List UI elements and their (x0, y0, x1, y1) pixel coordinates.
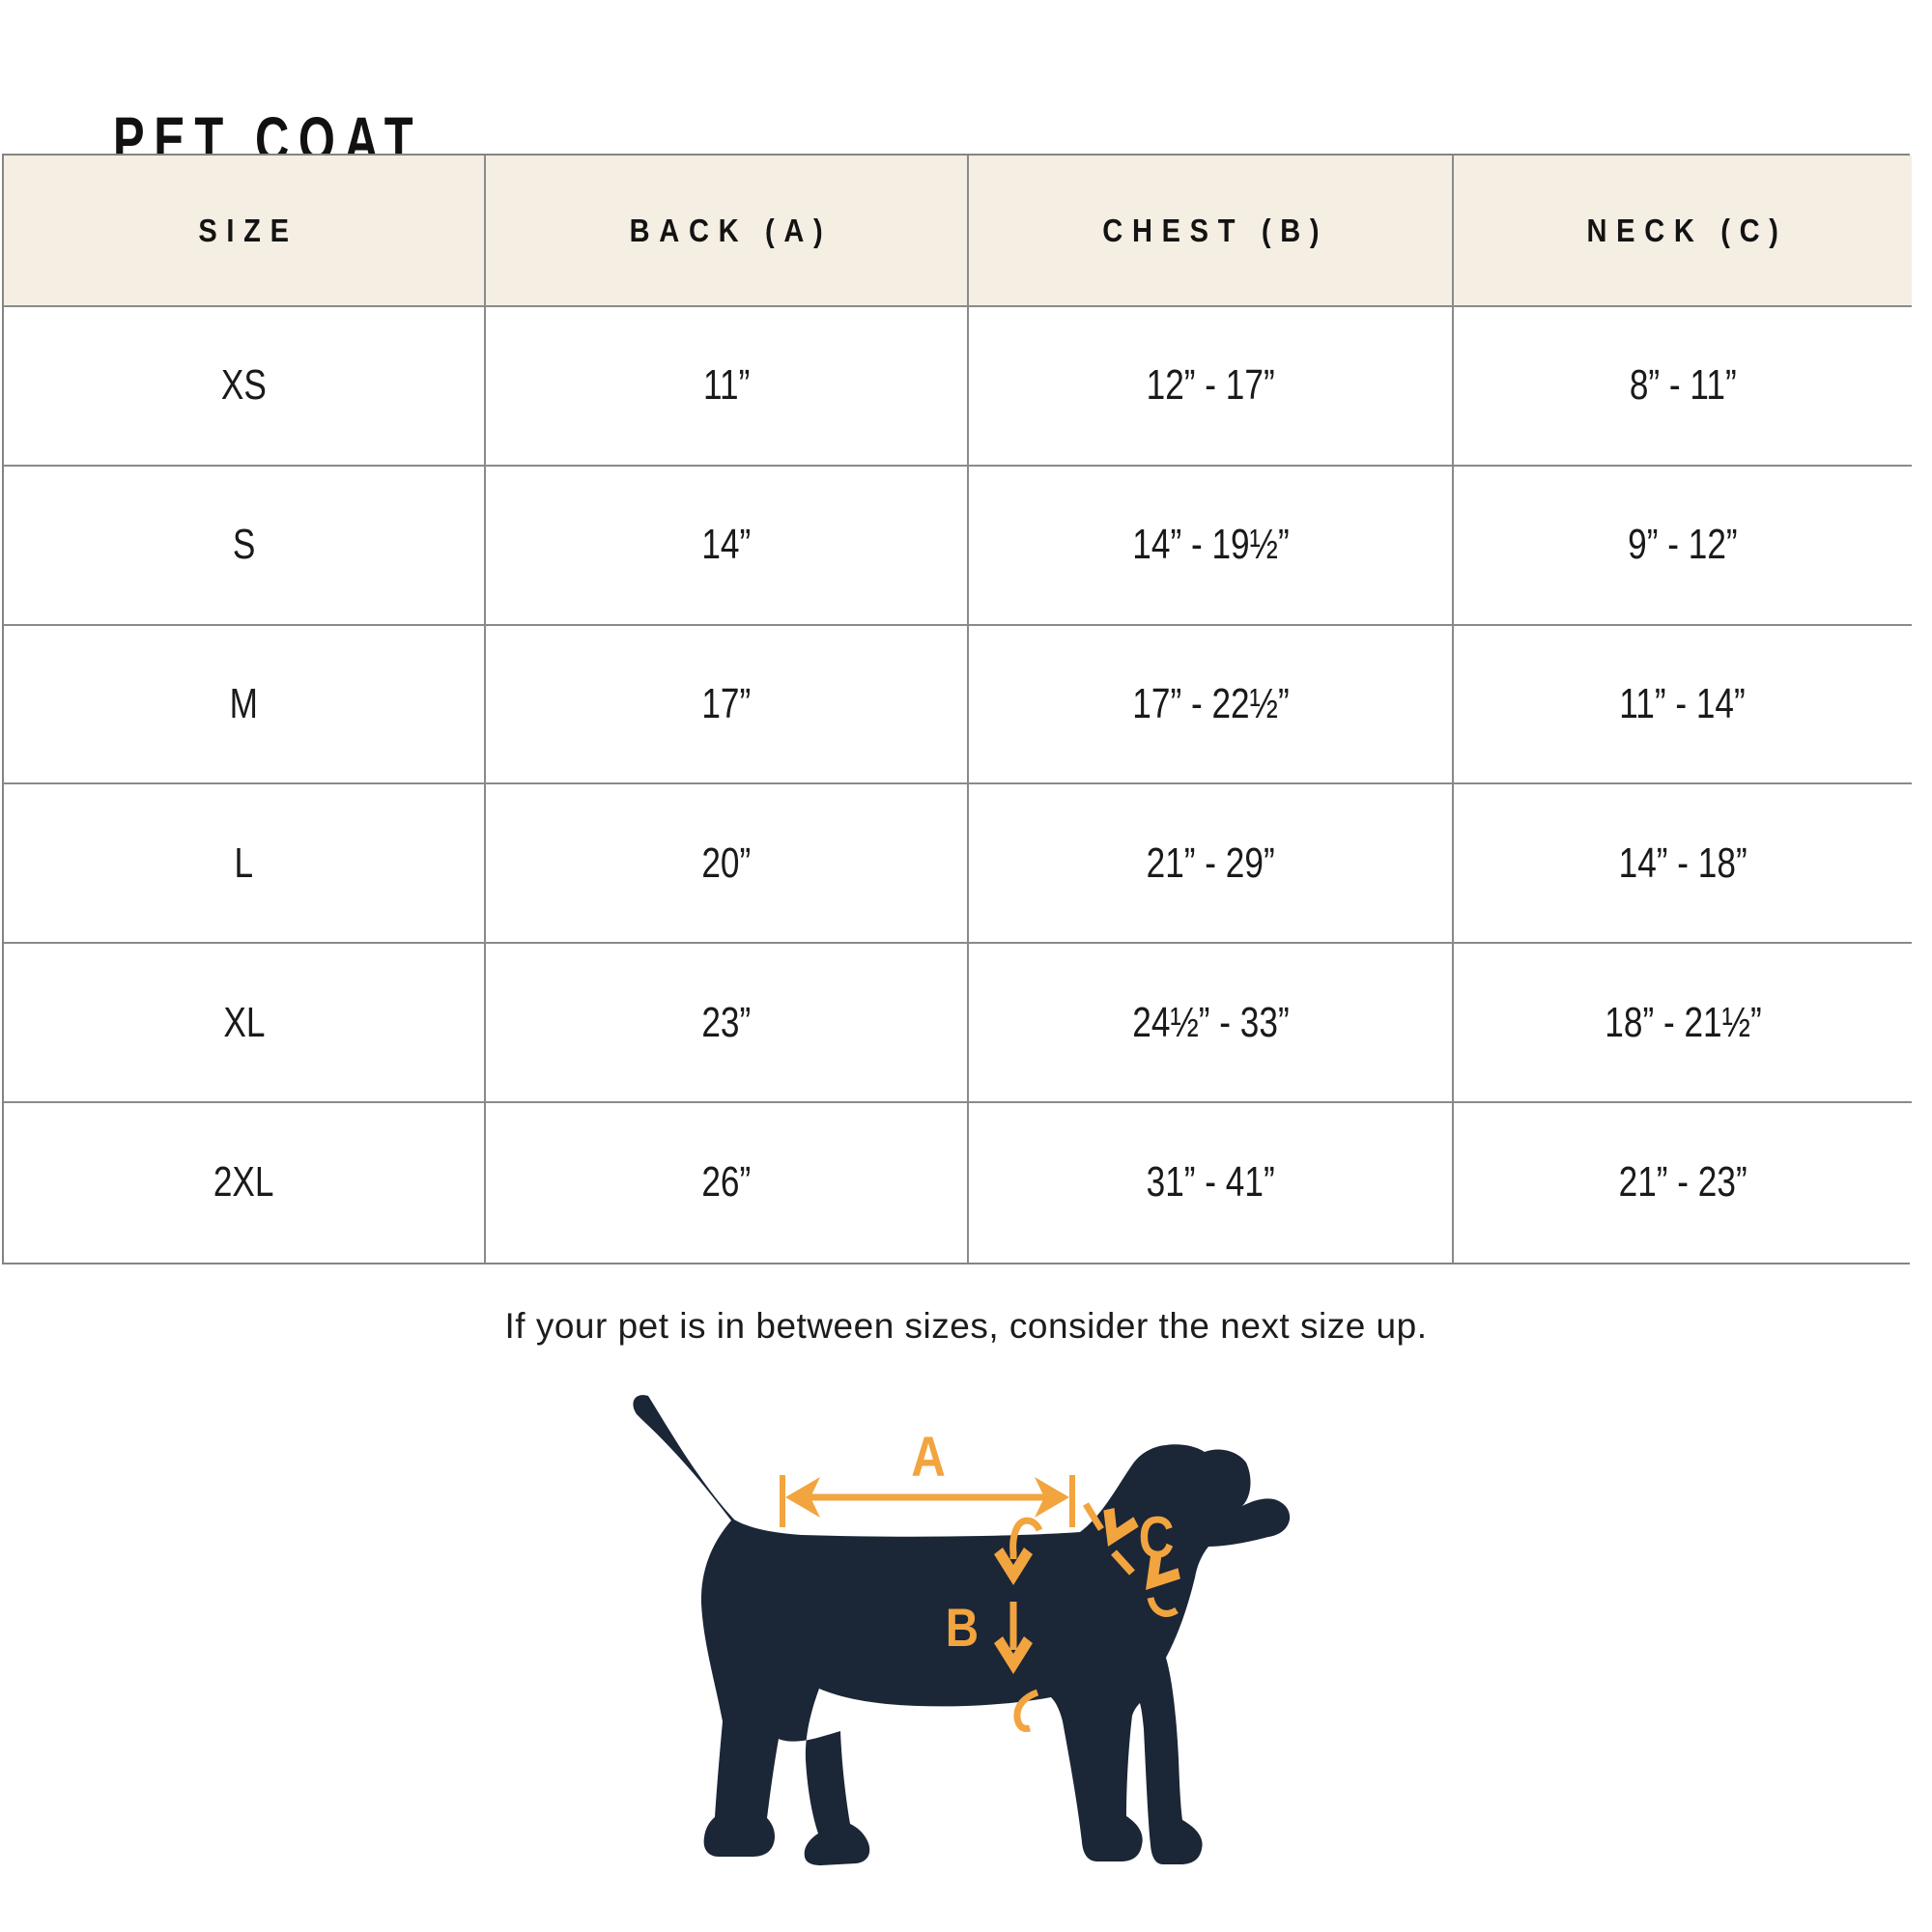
cell-back: 23” (486, 944, 969, 1103)
cell-chest: 31” - 41” (969, 1102, 1454, 1263)
cell-chest: 14” - 19½” (969, 466, 1454, 626)
dog-measurement-diagram: A B C (633, 1395, 1291, 1865)
cell-size: 2XL (4, 1102, 486, 1263)
column-header-size: SIZE (4, 156, 486, 307)
neck-measure-arrowhead-mid (1146, 1553, 1180, 1590)
column-header-chest: CHEST (B) (969, 156, 1454, 307)
cell-neck: 21” - 23” (1454, 1102, 1912, 1263)
cell-back: 17” (486, 625, 969, 785)
cell-neck: 8” - 11” (1454, 307, 1912, 467)
neck-measure-annotation: C (1082, 1502, 1180, 1617)
chest-measure-top-hook (1009, 1517, 1043, 1559)
cell-chest: 17” - 22½” (969, 625, 1454, 785)
cell-back: 26” (486, 1102, 969, 1263)
cell-back: 14” (486, 466, 969, 626)
cell-size: S (4, 466, 486, 626)
size-chart-table: SIZE BACK (A) CHEST (B) NECK (C) XS 11” … (2, 154, 1912, 1264)
chest-measure-arrowhead-bottom (994, 1636, 1033, 1674)
cell-chest: 24½” - 33” (969, 944, 1454, 1103)
cell-back: 11” (486, 307, 969, 467)
cell-neck: 11” - 14” (1454, 625, 1912, 785)
back-measure-arrowhead-right (1035, 1477, 1069, 1518)
cell-chest: 21” - 29” (969, 784, 1454, 945)
column-header-neck: NECK (C) (1454, 156, 1912, 307)
chest-measure-bottom-hook (1013, 1689, 1039, 1732)
neck-measure-top-arrow-shaft (1082, 1502, 1104, 1531)
neck-measure-arrowhead-top (1103, 1508, 1139, 1547)
back-measure-arrowhead-left (785, 1477, 820, 1518)
column-header-back: BACK (A) (486, 156, 969, 307)
sizing-note: If your pet is in between sizes, conside… (504, 1306, 1428, 1346)
cell-size: M (4, 625, 486, 785)
neck-measure-bottom-hook (1147, 1597, 1179, 1617)
cell-back: 20” (486, 784, 969, 945)
chest-measure-label: B (946, 1598, 979, 1658)
cell-neck: 18” - 21½” (1454, 944, 1912, 1103)
cell-neck: 14” - 18” (1454, 784, 1912, 945)
cell-size: L (4, 784, 486, 945)
cell-size: XL (4, 944, 486, 1103)
neck-measure-mid-arrow-shaft (1111, 1549, 1135, 1576)
back-measure-label: A (911, 1426, 946, 1489)
cell-neck: 9” - 12” (1454, 466, 1912, 626)
cell-size: XS (4, 307, 486, 467)
back-measure-annotation: A (780, 1426, 1075, 1527)
chest-measure-annotation: B (946, 1517, 1043, 1732)
chest-measure-arrowhead-top (994, 1548, 1033, 1585)
dog-silhouette-icon (633, 1395, 1291, 1865)
cell-chest: 12” - 17” (969, 307, 1454, 467)
